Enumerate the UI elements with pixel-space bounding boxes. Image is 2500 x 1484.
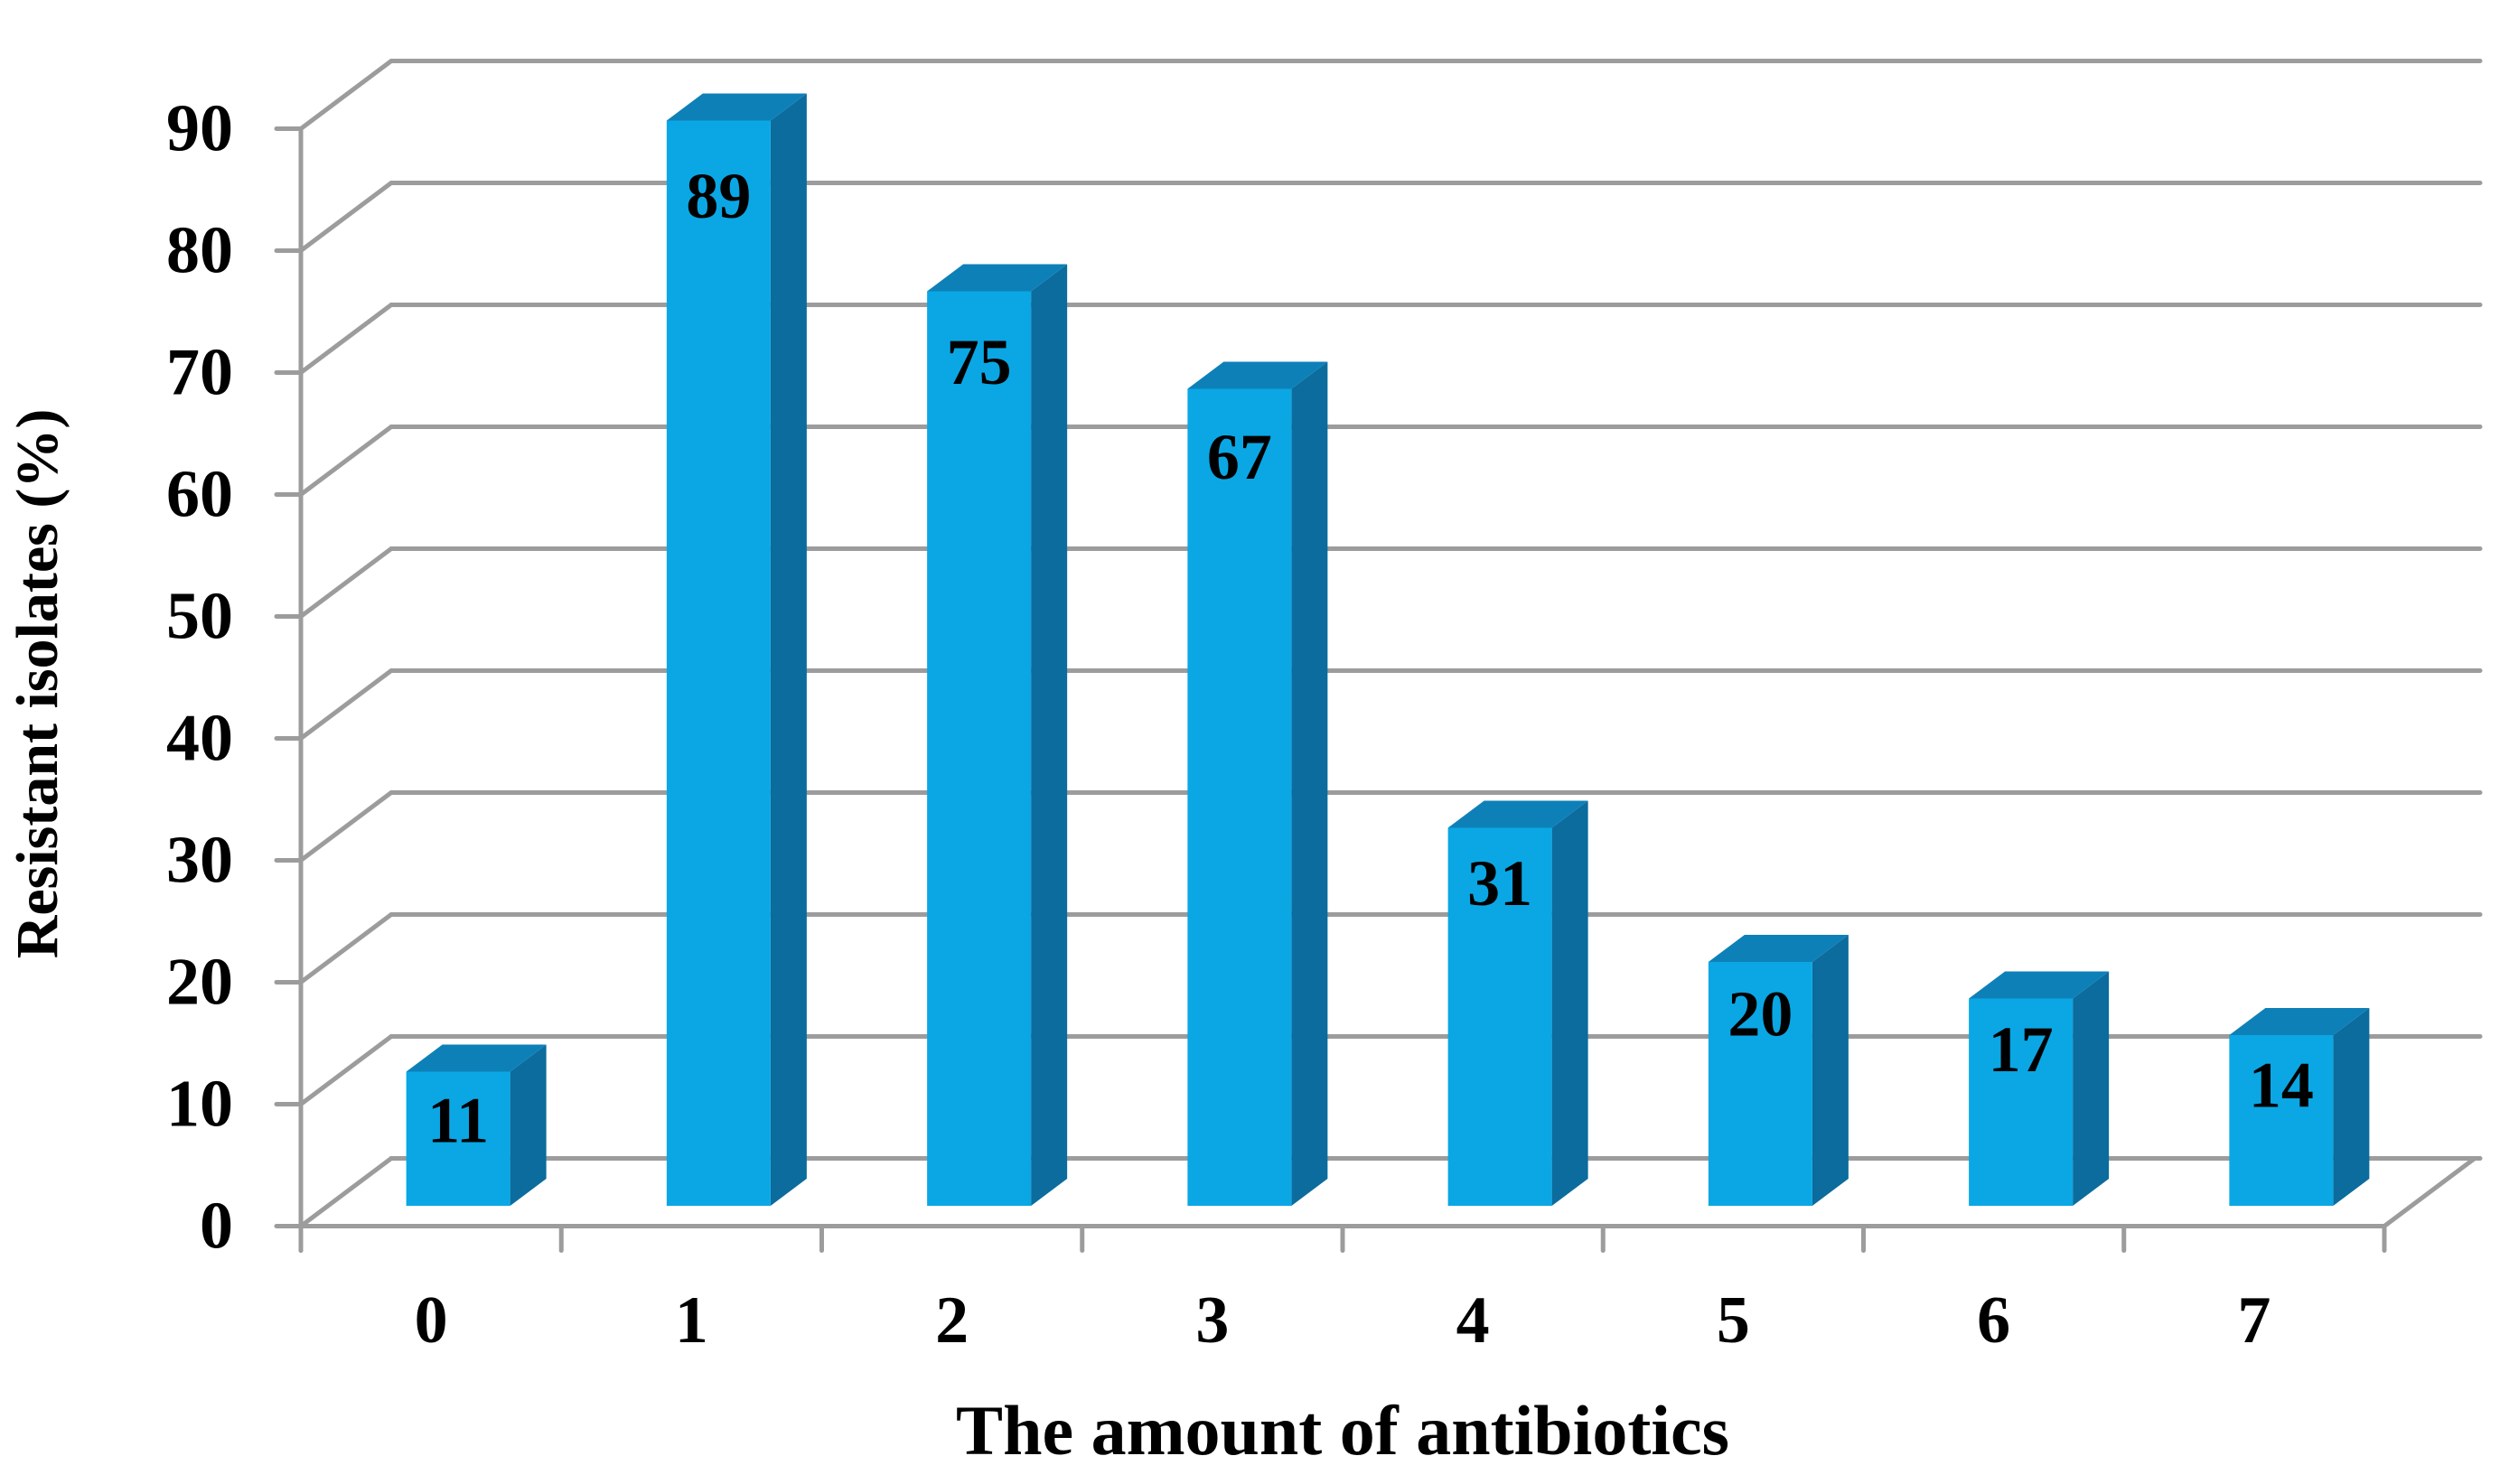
bar-top-face — [1969, 971, 2110, 999]
x-tick-label-1: 1 — [675, 1283, 708, 1358]
bar-side-face — [1551, 800, 1588, 1206]
bar-column-0: 11 — [406, 1044, 547, 1206]
bar-side-face — [770, 93, 807, 1206]
gridline-90 — [298, 59, 2483, 131]
y-tick-label-80: 80 — [166, 214, 233, 288]
bar-column-5: 20 — [1708, 935, 1849, 1206]
bar-column-1: 89 — [666, 93, 807, 1206]
gridline-50 — [298, 546, 2483, 619]
bar-column-4: 31 — [1447, 800, 1588, 1206]
x-tick-label-7: 7 — [2237, 1283, 2271, 1358]
bar-front-face — [1708, 962, 1812, 1206]
x-tick-label-3: 3 — [1195, 1283, 1229, 1358]
gridline-40 — [298, 668, 2483, 741]
bar-value-label: 20 — [1728, 978, 1793, 1050]
bar-side-face — [2073, 971, 2110, 1206]
y-tick-label-0: 0 — [200, 1190, 233, 1264]
bar-front-face — [406, 1071, 510, 1206]
y-tick-label-20: 20 — [166, 946, 233, 1020]
bars-group: 11 89 75 67 31 20 17 14 — [406, 93, 2370, 1206]
gridline-60 — [298, 425, 2483, 497]
bar-side-face — [1031, 264, 1068, 1206]
x-tick-label-0: 0 — [415, 1283, 448, 1358]
y-tick-label-90: 90 — [166, 92, 233, 166]
bar-side-face — [1812, 935, 1849, 1206]
gridline-80 — [298, 181, 2483, 253]
bar-top-face — [1447, 800, 1588, 828]
bar-side-face — [1291, 361, 1328, 1206]
bar-column-3: 67 — [1187, 361, 1328, 1206]
y-tick-label-30: 30 — [166, 824, 233, 898]
bar-top-face — [1708, 935, 1849, 962]
gridline-20 — [298, 912, 2483, 985]
bar-value-label: 31 — [1467, 847, 1532, 919]
bar-top-face — [2229, 1008, 2370, 1035]
x-axis-title: The amount of antibiotics — [956, 1391, 1729, 1470]
x-tick-label-5: 5 — [1717, 1283, 1750, 1358]
floor-right-edge — [2382, 1156, 2477, 1228]
axes-group — [274, 126, 2387, 1253]
bar-top-face — [666, 93, 807, 121]
x-tick-label-4: 4 — [1456, 1283, 1490, 1358]
bar-front-face — [927, 291, 1032, 1206]
bar-column-2: 75 — [927, 264, 1068, 1206]
bar-value-label: 89 — [686, 160, 751, 232]
bar-value-label: 67 — [1207, 421, 1272, 493]
x-tick-label-2: 2 — [935, 1283, 969, 1358]
bar-value-label: 17 — [1989, 1013, 2054, 1086]
bar-top-face — [927, 264, 1068, 292]
gridlines-group — [298, 59, 2483, 1106]
gridline-70 — [298, 303, 2483, 375]
y-tick-label-50: 50 — [166, 580, 233, 654]
y-tick-label-70: 70 — [166, 336, 233, 410]
bar-top-face — [406, 1044, 547, 1072]
bar-value-label: 75 — [947, 326, 1012, 398]
x-tick-label-6: 6 — [1977, 1283, 2010, 1358]
bar-value-label: 11 — [427, 1085, 489, 1157]
bar-side-face — [510, 1044, 547, 1206]
bar-column-6: 17 — [1969, 971, 2110, 1206]
bar-front-face — [666, 120, 771, 1206]
y-tick-label-60: 60 — [166, 458, 233, 532]
bar-front-face — [2229, 1035, 2334, 1206]
y-tick-label-10: 10 — [166, 1068, 233, 1142]
y-axis-title: Resistant isolates (%) — [5, 409, 70, 959]
gridline-10 — [298, 1034, 2483, 1106]
bar-front-face — [1187, 388, 1292, 1206]
gridline-30 — [298, 790, 2483, 863]
floor-group — [298, 1156, 2483, 1228]
bar-column-7: 14 — [2229, 1008, 2370, 1206]
floor-left-edge — [298, 1156, 394, 1228]
bar-front-face — [1969, 998, 2074, 1206]
bar-front-face — [1447, 827, 1552, 1206]
y-tick-label-40: 40 — [166, 702, 233, 776]
bar-side-face — [2333, 1008, 2370, 1206]
bar-value-label: 14 — [2249, 1049, 2314, 1121]
bar-top-face — [1187, 361, 1328, 389]
